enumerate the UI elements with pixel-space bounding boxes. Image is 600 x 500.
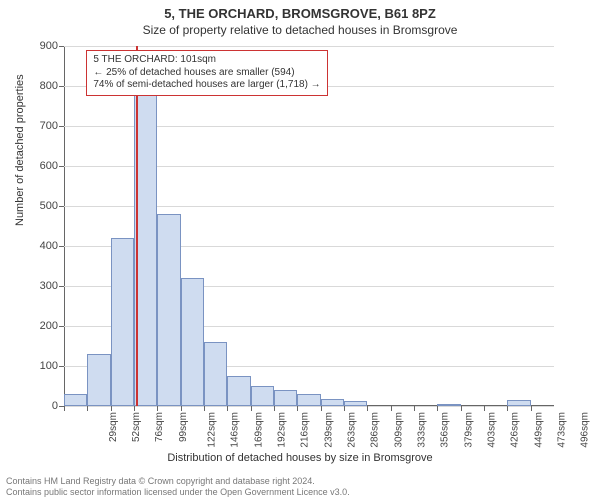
- x-tick-label: 99sqm: [178, 412, 189, 442]
- histogram-bar: [111, 238, 134, 406]
- x-tick-mark: [344, 406, 345, 411]
- x-tick-mark: [134, 406, 135, 411]
- y-tick-label: 800: [40, 80, 64, 92]
- x-axis-label: Distribution of detached houses by size …: [0, 452, 600, 464]
- x-tick-mark: [297, 406, 298, 411]
- x-tick-label: 473sqm: [557, 412, 568, 448]
- x-tick-mark: [461, 406, 462, 411]
- page-title: 5, THE ORCHARD, BROMSGROVE, B61 8PZ: [0, 0, 600, 21]
- x-tick-label: 309sqm: [393, 412, 404, 448]
- histogram-bar: [87, 354, 110, 406]
- x-tick-label: 449sqm: [533, 412, 544, 448]
- x-tick-mark: [111, 406, 112, 411]
- histogram-bar: [344, 401, 367, 406]
- histogram-bar: [321, 399, 344, 406]
- x-tick-label: 216sqm: [300, 412, 311, 448]
- x-tick-mark: [531, 406, 532, 411]
- histogram-bar: [157, 214, 180, 406]
- x-tick-label: 29sqm: [108, 412, 119, 442]
- y-tick-label: 500: [40, 200, 64, 212]
- annotation-line-3: 74% of semi-detached houses are larger (…: [93, 79, 320, 92]
- x-tick-mark: [437, 406, 438, 411]
- x-tick-label: 192sqm: [277, 412, 288, 448]
- x-tick-mark: [321, 406, 322, 411]
- x-tick-label: 426sqm: [510, 412, 521, 448]
- y-tick-label: 400: [40, 240, 64, 252]
- x-tick-mark: [204, 406, 205, 411]
- y-tick-label: 700: [40, 120, 64, 132]
- histogram-bar: [227, 376, 250, 406]
- x-tick-label: 146sqm: [230, 412, 241, 448]
- y-tick-label: 300: [40, 280, 64, 292]
- plot-region: 5 THE ORCHARD: 101sqm ← 25% of detached …: [64, 46, 554, 406]
- x-tick-label: 76sqm: [154, 412, 165, 442]
- annotation-line-2: ← 25% of detached houses are smaller (59…: [93, 67, 320, 80]
- footer-text: Contains HM Land Registry data © Crown c…: [6, 476, 350, 499]
- x-tick-mark: [64, 406, 65, 411]
- histogram-bar: [437, 404, 460, 406]
- y-tick-label: 600: [40, 160, 64, 172]
- property-marker-line: [136, 46, 138, 406]
- x-tick-mark: [274, 406, 275, 411]
- x-tick-mark: [391, 406, 392, 411]
- histogram-bar: [64, 394, 87, 406]
- x-tick-label: 286sqm: [370, 412, 381, 448]
- chart-container: 5, THE ORCHARD, BROMSGROVE, B61 8PZ Size…: [0, 0, 600, 500]
- x-tick-mark: [507, 406, 508, 411]
- x-tick-label: 496sqm: [580, 412, 591, 448]
- annotation-line-1: 5 THE ORCHARD: 101sqm: [93, 54, 320, 67]
- x-tick-label: 379sqm: [463, 412, 474, 448]
- histogram-bar: [181, 278, 204, 406]
- x-tick-mark: [367, 406, 368, 411]
- histogram-bar: [251, 386, 274, 406]
- x-tick-mark: [251, 406, 252, 411]
- histogram-bar: [297, 394, 320, 406]
- x-tick-label: 239sqm: [323, 412, 334, 448]
- x-tick-label: 263sqm: [347, 412, 358, 448]
- chart-area: 5 THE ORCHARD: 101sqm ← 25% of detached …: [64, 46, 554, 406]
- histogram-bar: [204, 342, 227, 406]
- footer-line-2: Contains public sector information licen…: [6, 487, 350, 498]
- x-tick-label: 122sqm: [207, 412, 218, 448]
- x-tick-label: 52sqm: [131, 412, 142, 442]
- x-tick-label: 333sqm: [417, 412, 428, 448]
- x-tick-mark: [157, 406, 158, 411]
- y-axis-label: Number of detached properties: [14, 74, 26, 226]
- annotation-box: 5 THE ORCHARD: 101sqm ← 25% of detached …: [86, 50, 327, 96]
- x-tick-mark: [414, 406, 415, 411]
- grid-line: [64, 406, 554, 407]
- x-tick-mark: [227, 406, 228, 411]
- y-tick-label: 900: [40, 40, 64, 52]
- y-tick-label: 200: [40, 320, 64, 332]
- x-tick-mark: [484, 406, 485, 411]
- y-tick-label: 0: [52, 400, 64, 412]
- footer-line-1: Contains HM Land Registry data © Crown c…: [6, 476, 350, 487]
- histogram-bar: [274, 390, 297, 406]
- x-tick-label: 169sqm: [253, 412, 264, 448]
- y-tick-label: 100: [40, 360, 64, 372]
- x-tick-mark: [181, 406, 182, 411]
- histogram-bar: [507, 400, 530, 406]
- x-tick-mark: [87, 406, 88, 411]
- x-tick-label: 403sqm: [487, 412, 498, 448]
- x-tick-label: 356sqm: [440, 412, 451, 448]
- page-subtitle: Size of property relative to detached ho…: [0, 23, 600, 37]
